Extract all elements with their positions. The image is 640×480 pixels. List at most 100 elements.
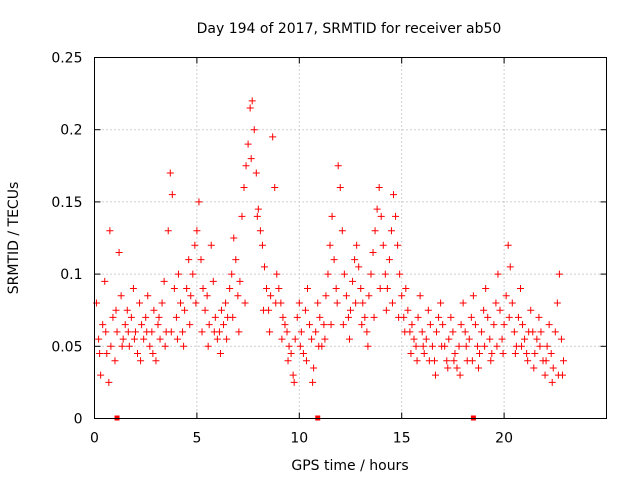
data-point xyxy=(160,277,168,285)
data-point xyxy=(416,292,424,300)
data-point xyxy=(364,342,372,350)
grid-lines xyxy=(94,57,607,419)
data-point xyxy=(395,313,403,321)
data-point xyxy=(524,357,532,365)
data-point xyxy=(494,270,502,278)
data-point xyxy=(152,357,160,365)
data-point xyxy=(124,328,132,336)
data-point xyxy=(296,342,304,350)
data-point xyxy=(201,306,209,314)
data-point xyxy=(340,270,348,278)
x-tick-label: 15 xyxy=(393,431,411,447)
data-point xyxy=(232,256,240,264)
data-point xyxy=(508,299,516,307)
data-point xyxy=(543,342,551,350)
data-point xyxy=(433,328,441,336)
data-point xyxy=(439,321,447,329)
data-point xyxy=(181,306,189,314)
y-tick-label: 0.25 xyxy=(51,51,82,67)
data-point xyxy=(401,328,409,336)
data-point xyxy=(514,313,522,321)
plot-frame xyxy=(94,57,607,419)
data-point xyxy=(314,299,322,307)
data-point xyxy=(555,270,563,278)
data-point xyxy=(357,285,365,293)
data-point xyxy=(328,212,336,220)
data-point xyxy=(478,328,486,336)
data-point xyxy=(333,299,341,307)
data-point xyxy=(203,292,211,300)
data-point xyxy=(375,183,383,191)
data-point xyxy=(271,183,279,191)
data-point xyxy=(468,357,476,365)
data-point xyxy=(336,183,344,191)
data-point xyxy=(370,313,378,321)
data-point xyxy=(369,248,377,256)
data-point xyxy=(518,342,526,350)
data-point xyxy=(435,313,443,321)
data-point xyxy=(220,321,228,329)
data-point xyxy=(530,364,538,372)
data-point xyxy=(291,335,299,343)
data-point xyxy=(134,350,142,358)
data-point xyxy=(420,350,428,358)
axis-ticks xyxy=(94,57,607,419)
data-point xyxy=(166,169,174,177)
chart-title: Day 194 of 2017, SRMTID for receiver ab5… xyxy=(197,21,502,37)
data-point xyxy=(172,313,180,321)
data-point xyxy=(211,313,219,321)
data-point xyxy=(252,169,260,177)
data-point xyxy=(557,335,565,343)
data-point xyxy=(289,371,297,379)
data-point xyxy=(504,241,512,249)
data-point xyxy=(121,321,129,329)
data-point xyxy=(254,205,262,213)
data-point xyxy=(438,342,446,350)
data-point xyxy=(467,313,475,321)
data-point xyxy=(493,342,501,350)
data-point xyxy=(228,270,236,278)
data-point xyxy=(312,328,320,336)
data-point xyxy=(426,321,434,329)
data-point xyxy=(250,126,258,134)
data-point xyxy=(376,285,384,293)
data-point xyxy=(390,191,398,199)
data-point xyxy=(461,328,469,336)
data-point xyxy=(240,183,248,191)
data-point xyxy=(547,350,555,358)
data-point xyxy=(129,285,137,293)
data-point xyxy=(414,313,422,321)
data-point xyxy=(155,313,163,321)
data-point xyxy=(476,350,484,358)
data-point xyxy=(167,328,175,336)
data-point xyxy=(269,133,277,141)
y-tick-labels: 0 0.05 0.1 0.15 0.2 0.25 xyxy=(51,51,82,428)
data-point xyxy=(487,357,495,365)
data-point xyxy=(342,292,350,300)
data-point xyxy=(535,313,543,321)
data-point xyxy=(498,335,506,343)
data-point xyxy=(449,328,457,336)
data-point xyxy=(445,335,453,343)
data-point xyxy=(308,335,316,343)
data-point xyxy=(242,162,250,170)
data-point xyxy=(332,285,340,293)
data-point xyxy=(548,378,556,386)
y-tick-label: 0.05 xyxy=(51,339,82,355)
data-point xyxy=(392,212,400,220)
data-point xyxy=(273,270,281,278)
data-point xyxy=(542,357,550,365)
data-point xyxy=(559,357,567,365)
data-point xyxy=(118,342,126,350)
data-point xyxy=(287,350,295,358)
data-point xyxy=(295,299,303,307)
data-point xyxy=(272,299,280,307)
data-point xyxy=(189,270,197,278)
data-point xyxy=(263,285,271,293)
data-point xyxy=(173,335,181,343)
data-point xyxy=(258,241,266,249)
data-point xyxy=(338,227,346,235)
data-point xyxy=(109,313,117,321)
data-point xyxy=(404,306,412,314)
data-point xyxy=(510,328,518,336)
